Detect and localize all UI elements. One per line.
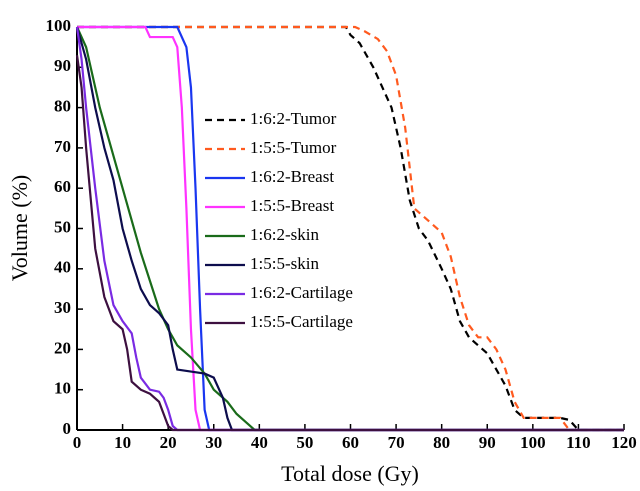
legend-label: 1:5:5-Breast xyxy=(250,196,334,215)
x-tick-label: 30 xyxy=(205,433,222,452)
y-tick-label: 60 xyxy=(54,177,71,196)
x-tick-label: 70 xyxy=(388,433,405,452)
legend-label: 1:6:2-Breast xyxy=(250,167,334,186)
y-tick-label: 80 xyxy=(54,97,71,116)
series-line xyxy=(77,25,624,432)
x-tick-label: 10 xyxy=(114,433,131,452)
legend-label: 1:6:2-skin xyxy=(250,225,319,244)
y-tick-label: 90 xyxy=(54,56,71,75)
legend-label: 1:5:5-Tumor xyxy=(250,138,337,157)
y-tick-label: 40 xyxy=(54,258,71,277)
x-tick-label: 120 xyxy=(611,433,637,452)
series-line xyxy=(75,55,624,432)
y-tick-label: 50 xyxy=(54,217,71,236)
x-tick-label: 110 xyxy=(566,433,591,452)
series-line xyxy=(77,25,624,432)
legend-label: 1:5:5-skin xyxy=(250,254,319,273)
x-tick-label: 100 xyxy=(520,433,546,452)
y-axis-title: Volume (%) xyxy=(7,175,32,282)
y-tick-label: 100 xyxy=(46,16,72,35)
legend-label: 1:6:2-Tumor xyxy=(250,109,337,128)
series-line xyxy=(75,26,624,432)
x-tick-label: 20 xyxy=(160,433,177,452)
series-line xyxy=(75,26,624,432)
y-tick-label: 30 xyxy=(54,298,71,317)
y-tick-label: 20 xyxy=(54,338,71,357)
series-line xyxy=(77,25,624,432)
legend-label: 1:5:5-Cartilage xyxy=(250,312,353,331)
x-tick-label: 0 xyxy=(73,433,82,452)
legend-label: 1:6:2-Cartilage xyxy=(250,283,353,302)
series-line xyxy=(75,26,624,432)
y-tick-label: 0 xyxy=(63,419,72,438)
x-tick-label: 50 xyxy=(296,433,313,452)
y-tick-label: 10 xyxy=(54,379,71,398)
series-line xyxy=(77,25,624,432)
x-tick-label: 40 xyxy=(251,433,268,452)
x-tick-label: 60 xyxy=(342,433,359,452)
x-axis-title: Total dose (Gy) xyxy=(281,461,419,486)
x-tick-label: 80 xyxy=(433,433,450,452)
y-tick-label: 70 xyxy=(54,137,71,156)
x-tick-label: 90 xyxy=(479,433,496,452)
